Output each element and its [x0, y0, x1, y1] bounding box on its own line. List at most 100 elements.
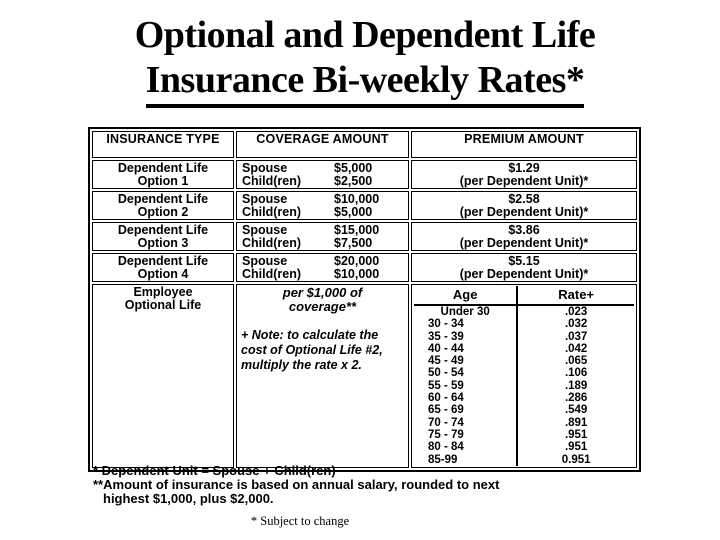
footnotes: * Dependent Unit = Spouse + Child(ren) *… [93, 464, 499, 505]
coverage-basis-line: per $1,000 of [282, 285, 363, 300]
age-band: 40 - 44 [428, 342, 464, 355]
spouse-amount: $20,000 [334, 254, 380, 268]
premium-cell: $3.86 (per Dependent Unit)* [411, 222, 637, 251]
coverage-line: Child(ren) $5,000 [239, 204, 406, 219]
age-band: 70 - 74 [428, 416, 464, 429]
rate-value: .065 [516, 355, 634, 368]
rate-value: .549 [516, 404, 634, 417]
rate-column-header: Rate+ [516, 286, 634, 306]
spouse-label: Spouse [242, 161, 288, 175]
rate-value: .951 [516, 441, 634, 454]
optional-life-note: + Note: to calculate the cost of Optiona… [239, 328, 406, 373]
age-column-header: Age [414, 286, 517, 306]
premium-caption: (per Dependent Unit)* [459, 235, 589, 250]
child-label: Child(ren) [242, 204, 302, 219]
age-band: 75 - 79 [428, 428, 464, 441]
footnote-amount-basis: **Amount of insurance is based on annual… [93, 476, 500, 492]
table-row-option-1: Dependent Life Option 1 Spouse $5,000 Chi… [92, 160, 637, 189]
premium-value: $2.58 [508, 192, 540, 206]
type-line: Dependent Life [117, 192, 209, 206]
child-amount: $7,500 [334, 235, 373, 250]
title-line-2-text: Insurance Bi-weekly Rates* [145, 58, 585, 108]
coverage-line: Spouse $10,000 [239, 193, 406, 206]
rate-value: .891 [516, 416, 634, 429]
coverage-line: Child(ren) $10,000 [239, 267, 406, 281]
type-line: Option 3 [137, 235, 189, 250]
rate-value: .023 [516, 306, 634, 319]
premium-caption: (per Dependent Unit)* [459, 173, 589, 188]
coverage-cell: Spouse $5,000 Child(ren) $2,500 [236, 160, 409, 189]
insurance-type-cell: Dependent Life Option 2 [92, 191, 234, 220]
header-coverage-amount: COVERAGE AMOUNT [236, 131, 409, 158]
coverage-line: Spouse $15,000 [239, 224, 406, 237]
note-line: multiply the rate x 2. [241, 358, 362, 372]
premium-caption: (per Dependent Unit)* [459, 266, 589, 281]
rate-value: .286 [516, 392, 634, 405]
note-line: cost of Optional Life #2, [241, 343, 383, 357]
rate-value: 0.951 [516, 453, 634, 466]
title-line-2: Insurance Bi-weekly Rates* [15, 58, 715, 108]
type-line: Option 2 [137, 204, 189, 219]
type-line: Dependent Life [117, 254, 209, 268]
header-premium-amount: PREMIUM AMOUNT [411, 131, 637, 158]
type-line: Dependent Life [117, 161, 209, 175]
child-label: Child(ren) [242, 235, 302, 250]
child-amount: $5,000 [334, 204, 373, 219]
slide-title: Optional and Dependent Life Insurance Bi… [15, 13, 715, 108]
spouse-amount: $10,000 [334, 192, 380, 206]
note-line: + Note: to calculate the [241, 328, 379, 342]
type-line: Option 4 [137, 266, 189, 281]
spouse-amount: $5,000 [334, 161, 373, 175]
age-rate-table: Age Rate+ Under 30 .023 30 - 34 .032 35 … [414, 286, 634, 466]
coverage-line: Child(ren) $7,500 [239, 235, 406, 250]
rate-value: .951 [516, 428, 634, 442]
insurance-type-cell: Dependent Life Option 1 [92, 160, 234, 189]
spouse-label: Spouse [242, 192, 288, 206]
premium-cell: $5.15 (per Dependent Unit)* [411, 253, 637, 282]
type-line: Option 1 [137, 173, 189, 188]
age-band: 35 - 39 [428, 330, 464, 343]
type-line: Dependent Life [117, 223, 209, 237]
coverage-cell: Spouse $15,000 Child(ren) $7,500 [236, 222, 409, 251]
premium-cell: $2.58 (per Dependent Unit)* [411, 191, 637, 220]
header-insurance-type: INSURANCE TYPE [92, 131, 234, 158]
subject-to-change-note: * Subject to change [250, 514, 350, 528]
type-line: Optional Life [124, 297, 202, 312]
coverage-cell: Spouse $20,000 Child(ren) $10,000 [236, 253, 409, 282]
table-row-option-2: Dependent Life Option 2 Spouse $10,000 Ch… [92, 191, 637, 220]
age-band: Under 30 [440, 306, 490, 318]
age-band: 30 - 34 [428, 318, 464, 331]
age-band: 45 - 49 [428, 355, 464, 368]
age-band: 55 - 59 [428, 379, 464, 392]
footnote-amount-basis-continued: highest $1,000, plus $2,000. [103, 490, 274, 506]
rate-value: .189 [516, 379, 634, 393]
coverage-line: Spouse $5,000 [239, 162, 406, 175]
age-band: 50 - 54 [428, 367, 464, 380]
rates-table: INSURANCE TYPE COVERAGE AMOUNT PREMIUM A… [88, 127, 641, 472]
footnote-dependent-unit: * Dependent Unit = Spouse + Child(ren) [93, 463, 336, 478]
spouse-amount: $15,000 [334, 223, 380, 237]
child-label: Child(ren) [242, 173, 302, 188]
coverage-basis-line: coverage** [288, 299, 357, 314]
table-row-option-3: Dependent Life Option 3 Spouse $15,000 Ch… [92, 222, 637, 251]
premium-caption: (per Dependent Unit)* [459, 204, 589, 219]
premium-value: $1.29 [508, 161, 540, 175]
spouse-label: Spouse [242, 254, 288, 268]
premium-value: $5.15 [508, 254, 540, 268]
title-line-1: Optional and Dependent Life [134, 14, 596, 56]
age-band: 80 - 84 [428, 441, 464, 454]
insurance-type-cell: Dependent Life Option 3 [92, 222, 234, 251]
insurance-type-cell: Employee Optional Life [92, 284, 234, 468]
type-line: Employee [133, 285, 193, 299]
coverage-cell: Spouse $10,000 Child(ren) $5,000 [236, 191, 409, 220]
table-row-option-4: Dependent Life Option 4 Spouse $20,000 Ch… [92, 253, 637, 282]
age-band: 65 - 69 [428, 404, 464, 417]
premium-cell: $1.29 (per Dependent Unit)* [411, 160, 637, 189]
coverage-line: Child(ren) $2,500 [239, 173, 406, 188]
rate-value: .106 [516, 367, 634, 380]
spouse-label: Spouse [242, 223, 288, 237]
table-header-row: INSURANCE TYPE COVERAGE AMOUNT PREMIUM A… [92, 131, 637, 158]
premium-value: $3.86 [508, 223, 540, 237]
age-rate-cell: Age Rate+ Under 30 .023 30 - 34 .032 35 … [411, 284, 637, 468]
